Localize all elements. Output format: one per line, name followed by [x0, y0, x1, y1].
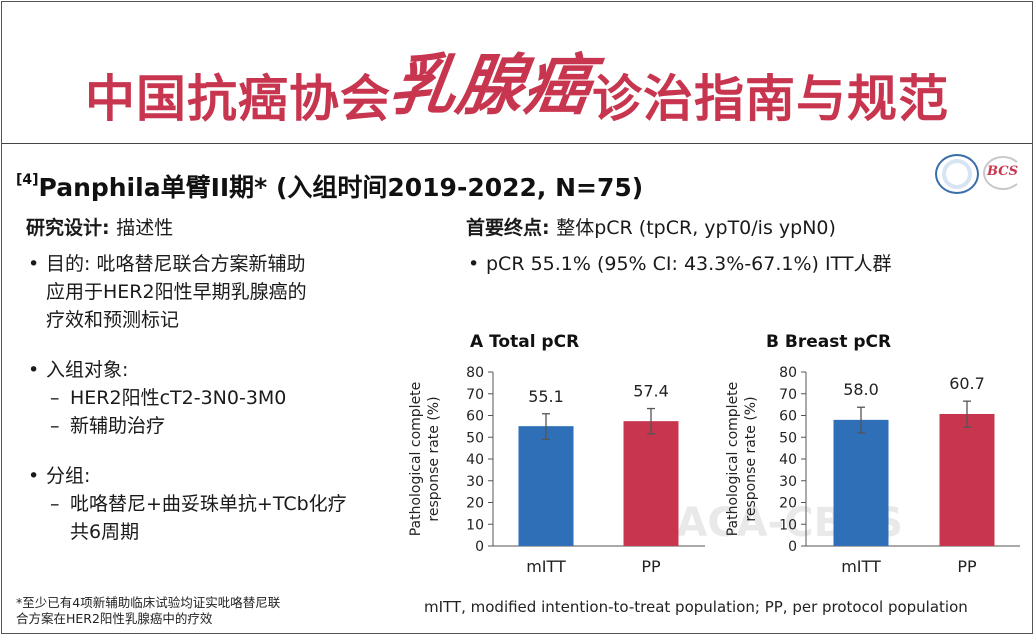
slide-title-text: Panphila单臂II期* (入组时间2019-2022, N=75): [38, 173, 644, 202]
data-label: 58.0: [843, 380, 879, 399]
endpoint-label: 首要终点:: [466, 217, 550, 239]
bcs-logo: BCS: [987, 164, 1018, 179]
bullet-grouping: 分组:: [26, 462, 426, 490]
endpoint-bullet: pCR 55.1% (95% CI: 43.3%-67.1%) ITT人群: [466, 250, 1026, 278]
abbreviation-note: mITT, modified intention-to-treat popula…: [424, 598, 968, 616]
enrollment-sub-item: 新辅助治疗: [26, 412, 426, 440]
data-label: 57.4: [633, 382, 669, 401]
bullet-grouping-label: 分组:: [46, 465, 91, 487]
y-tick-label: 70: [466, 387, 484, 403]
bullet-enrollment: 入组对象:: [26, 356, 426, 384]
y-tick-label: 10: [779, 517, 797, 533]
y-axis-label: Pathological complete: [725, 382, 741, 537]
y-tick-label: 60: [466, 409, 484, 425]
y-axis-label: Pathological complete: [408, 382, 424, 537]
y-tick-label: 40: [466, 452, 484, 468]
bullet-enrollment-label: 入组对象:: [46, 359, 129, 381]
bullet-purpose-line: 目的: 吡咯替尼联合方案新辅助: [46, 253, 306, 275]
y-tick-label: 0: [788, 539, 797, 555]
x-tick-label: PP: [957, 557, 977, 576]
grouping-sub-line: 吡咯替尼+曲妥珠单抗+TCb化疗: [70, 493, 347, 515]
data-label: 55.1: [528, 387, 564, 406]
footnote-line: 合方案在HER2阳性乳腺癌中的疗效: [16, 611, 213, 626]
data-label: 60.7: [949, 374, 985, 393]
bcs-logo-ring: [983, 156, 1023, 190]
endpoint-panel: 首要终点: 整体pCR (tpCR, ypT0/is ypN0) pCR 55.…: [466, 214, 1026, 278]
y-axis-label: response rate (%): [426, 396, 442, 521]
bar-pp: [939, 413, 995, 546]
y-tick-label: 80: [779, 365, 797, 381]
y-axis-label: response rate (%): [743, 396, 759, 521]
caca-seal-logo: [935, 154, 979, 194]
study-design-heading: 研究设计: 描述性: [26, 214, 426, 242]
bullet-purpose: 目的: 吡咯替尼联合方案新辅助 应用于HER2阳性早期乳腺癌的 疗效和预测标记: [26, 250, 426, 334]
y-tick-label: 80: [466, 365, 484, 381]
study-design-panel: 研究设计: 描述性 目的: 吡咯替尼联合方案新辅助 应用于HER2阳性早期乳腺癌…: [26, 214, 426, 546]
grouping-sub-line: 共6周期: [70, 521, 140, 543]
study-design-value: 描述性: [116, 217, 174, 239]
footnote-line: *至少已有4项新辅助临床试验均证实吡咯替尼联: [16, 595, 281, 610]
enrollment-sub-item: HER2阳性cT2-3N0-3M0: [26, 384, 426, 412]
header: 中国抗癌协会乳腺癌诊治指南与规范: [2, 2, 1032, 144]
y-tick-label: 30: [779, 474, 797, 490]
y-tick-label: 10: [466, 517, 484, 533]
y-tick-label: 30: [466, 474, 484, 490]
x-tick-label: mITT: [841, 557, 881, 576]
y-tick-label: 60: [779, 409, 797, 425]
endpoint-heading: 首要终点: 整体pCR (tpCR, ypT0/is ypN0): [466, 214, 1026, 242]
bullet-purpose-line: 应用于HER2阳性早期乳腺癌的: [46, 281, 307, 303]
footnote: *至少已有4项新辅助临床试验均证实吡咯替尼联 合方案在HER2阳性乳腺癌中的疗效: [16, 595, 376, 627]
y-tick-label: 0: [475, 539, 484, 555]
y-tick-label: 20: [466, 496, 484, 512]
bar-mitt: [833, 419, 889, 546]
bar-pp: [623, 421, 679, 546]
x-tick-label: PP: [641, 557, 661, 576]
chart-title: B Breast pCR: [766, 332, 891, 352]
bullet-purpose-line: 疗效和预测标记: [46, 309, 180, 331]
endpoint-value: 整体pCR (tpCR, ypT0/is ypN0): [556, 217, 836, 239]
x-tick-label: mITT: [526, 557, 566, 576]
banner-title-part1: 中国抗癌协会: [85, 70, 391, 128]
slide-title: [4]Panphila单臂II期* (入组时间2019-2022, N=75): [16, 168, 643, 204]
bar-mitt: [518, 426, 574, 546]
banner-title-part2: 诊治指南与规范: [592, 70, 949, 128]
y-tick-label: 70: [779, 387, 797, 403]
study-design-label: 研究设计:: [26, 217, 110, 239]
reference-marker: [4]: [16, 172, 39, 188]
y-tick-label: 40: [779, 452, 797, 468]
banner-title: 中国抗癌协会乳腺癌诊治指南与规范: [2, 40, 1032, 136]
chart-title: A Total pCR: [470, 332, 579, 352]
grouping-sub-item: 吡咯替尼+曲妥珠单抗+TCb化疗 共6周期: [26, 490, 426, 546]
y-tick-label: 50: [466, 430, 484, 446]
y-tick-label: 50: [779, 430, 797, 446]
y-tick-label: 20: [779, 496, 797, 512]
